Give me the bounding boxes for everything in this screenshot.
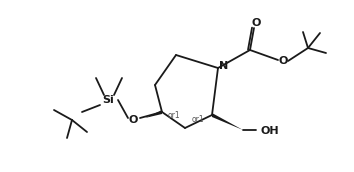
Text: O: O	[251, 18, 261, 28]
Text: O: O	[278, 56, 288, 66]
Text: Si: Si	[102, 95, 114, 105]
Text: N: N	[219, 61, 229, 71]
Text: or1: or1	[192, 116, 204, 125]
Text: OH: OH	[261, 126, 279, 136]
Text: or1: or1	[168, 110, 180, 120]
Polygon shape	[212, 113, 243, 130]
Polygon shape	[145, 110, 162, 118]
Text: O: O	[128, 115, 138, 125]
